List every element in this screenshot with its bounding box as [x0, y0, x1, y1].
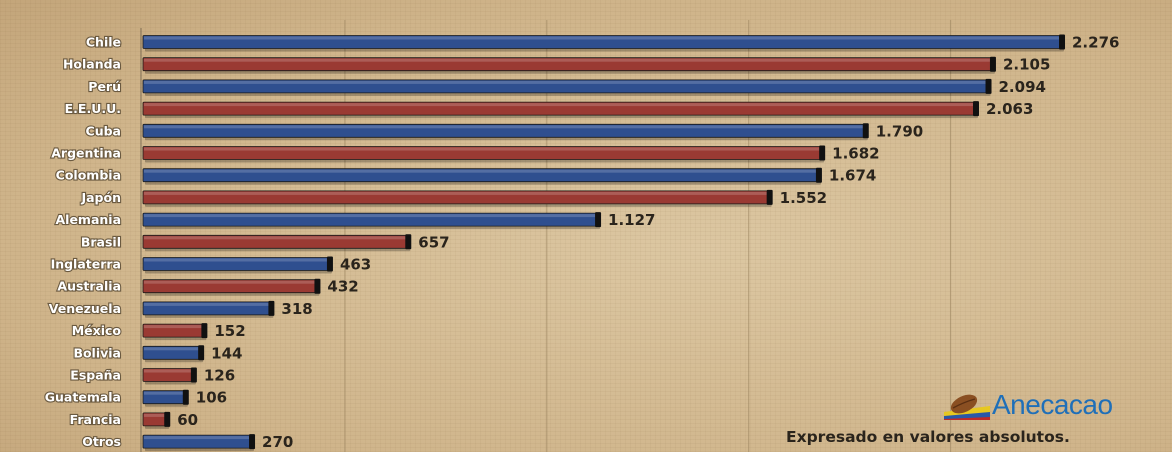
category-label: E.E.U.U.: [65, 101, 121, 116]
value-label: 270: [262, 433, 293, 451]
value-label: 1.790: [876, 122, 923, 140]
bar-end-cap: [190, 367, 197, 383]
category-label: Alemania: [55, 212, 121, 227]
bar-highlight: [144, 214, 598, 218]
bar-end-cap: [182, 389, 189, 405]
category-label: Australia: [57, 279, 121, 294]
category-label: Perú: [88, 79, 121, 94]
category-label: Francia: [70, 412, 121, 427]
category-label: Guatemala: [45, 390, 121, 405]
value-label: 657: [418, 233, 449, 251]
category-label: Bolivia: [73, 345, 121, 360]
bar-end-cap: [268, 300, 275, 316]
category-label: México: [72, 323, 122, 338]
value-label: 152: [214, 322, 245, 340]
bar-end-cap: [815, 167, 822, 183]
bar-highlight: [144, 302, 271, 306]
bar-end-cap: [326, 256, 333, 272]
bar-highlight: [144, 36, 1061, 40]
bar-end-cap: [985, 78, 992, 94]
value-label: 432: [327, 278, 358, 296]
value-label: 2.094: [999, 78, 1046, 96]
bar-end-cap: [862, 123, 869, 139]
category-label: Otros: [82, 434, 121, 449]
bar-end-cap: [249, 434, 256, 450]
bar-highlight: [144, 391, 185, 395]
category-label: Argentina: [51, 146, 121, 161]
bar-end-cap: [198, 345, 205, 361]
bar-end-cap: [201, 323, 208, 339]
bar-highlight: [144, 58, 992, 62]
bar-highlight: [144, 191, 769, 195]
value-label: 144: [211, 344, 242, 362]
bar-highlight: [144, 236, 408, 240]
chart-footnote: Expresado en valores absolutos.: [786, 428, 1070, 446]
bar-end-cap: [766, 189, 773, 205]
bar-end-cap: [972, 101, 979, 117]
category-label: Holanda: [63, 57, 121, 72]
bar-end-cap: [819, 145, 826, 161]
value-label: 1.674: [829, 167, 876, 185]
category-label: Japón: [80, 190, 121, 205]
cacao-pod-icon: [944, 394, 990, 420]
bar-highlight: [144, 369, 193, 373]
bar-highlight: [144, 103, 975, 107]
bar-end-cap: [314, 278, 321, 294]
value-label: 318: [281, 300, 312, 318]
value-label: 1.127: [608, 211, 655, 229]
bar-highlight: [144, 258, 329, 262]
value-label: 60: [177, 411, 198, 429]
category-label: Brasil: [81, 234, 121, 249]
logo-text: Anecacao: [992, 389, 1113, 420]
bar-highlight: [144, 80, 988, 84]
bar-highlight: [144, 125, 865, 129]
category-label: Chile: [86, 35, 121, 50]
value-label: 2.276: [1072, 34, 1119, 52]
bar-highlight: [144, 325, 204, 329]
category-label: Colombia: [56, 168, 121, 183]
bar-highlight: [144, 147, 822, 151]
value-label: 2.063: [986, 100, 1033, 118]
category-label: España: [70, 368, 121, 383]
bar-highlight: [144, 169, 818, 173]
value-label: 1.552: [780, 189, 827, 207]
bar-end-cap: [595, 212, 602, 228]
bar-end-cap: [1059, 34, 1065, 50]
category-label: Venezuela: [49, 301, 121, 316]
bar-highlight: [144, 347, 201, 351]
category-label: Inglaterra: [51, 257, 121, 272]
bar-highlight: [144, 413, 167, 417]
anecacao-logo: Anecacao: [944, 390, 1113, 420]
value-label: 126: [204, 367, 235, 385]
bar-end-cap: [405, 234, 412, 250]
bar-end-cap: [164, 411, 171, 427]
value-label: 1.682: [832, 145, 879, 163]
category-label: Cuba: [86, 123, 121, 138]
value-label: 106: [196, 389, 227, 407]
bar-highlight: [144, 436, 252, 440]
bar-end-cap: [989, 56, 996, 72]
value-label: 463: [340, 256, 371, 274]
bar-highlight: [144, 280, 317, 284]
value-label: 2.105: [1003, 56, 1050, 74]
